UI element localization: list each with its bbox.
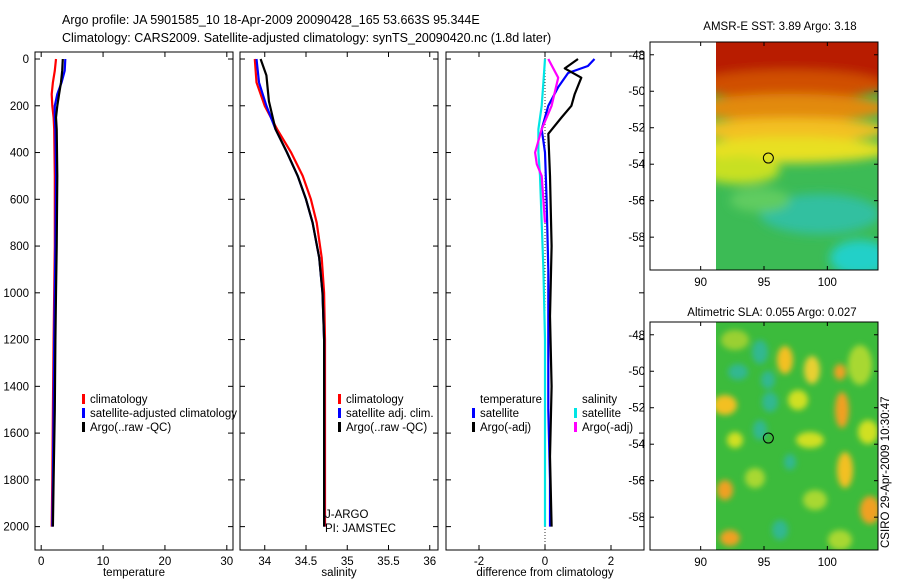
legend-title: temperature — [480, 394, 542, 406]
x-tick-label: 90 — [694, 277, 707, 289]
annotation-line: J-ARGO — [325, 509, 369, 521]
x-tick-label: 90 — [694, 557, 707, 569]
legend-label: Argo(..raw -QC) — [346, 422, 427, 434]
series-line-satellite-adj-clim- — [255, 58, 326, 527]
salinity-panel: 34 34.5 35 35.5 36 salinity climatology satelli… — [239, 51, 439, 579]
legend-label: satellite — [582, 408, 621, 420]
y-tick-label: -58 — [628, 232, 645, 244]
argo-location-marker — [762, 152, 774, 164]
sst-map-title: AMSR-E SST: 3.89 Argo: 3.18 — [703, 21, 856, 33]
sla-map-axes: 90 95 100 -48 -50 -52 -54 -56 -58 — [628, 322, 878, 569]
legend-swatch — [338, 422, 341, 432]
x-tick-label: -2 — [474, 556, 484, 568]
y-tick-label: -58 — [628, 512, 645, 524]
sst-map-axes: 90 95 100 -48 -50 -52 -54 -56 -58 — [628, 42, 878, 289]
legend-label: Argo(-adj) — [582, 422, 633, 434]
legend-title: salinity — [582, 394, 617, 406]
series-line-temperature-argo-adj- — [547, 58, 583, 527]
x-tick-label: 35 — [341, 556, 354, 568]
x-tick-label: 36 — [423, 556, 436, 568]
series-line-salinity-argo-adj- — [533, 58, 560, 223]
y-tick-label: -52 — [628, 123, 645, 135]
legend-swatch — [472, 422, 475, 432]
footer-stamp: CSIRO 29-Apr-2009 10:30:47 — [880, 396, 892, 548]
x-axis-label: temperature — [103, 567, 165, 579]
temperature-panel: 0 10 20 30 0 200 400 600 800 1000 1200 1400 1600 1800… — [3, 51, 237, 579]
y-tick-label: 200 — [10, 101, 29, 113]
argo-location-marker — [762, 432, 774, 444]
legend-swatch — [574, 408, 577, 418]
x-axis-label: difference from climatology — [476, 567, 613, 579]
y-tick-label: 800 — [10, 241, 29, 253]
x-tick-label: 95 — [758, 557, 771, 569]
x-tick-label: 0 — [542, 556, 548, 568]
annotation-line: PI: JAMSTEC — [325, 523, 396, 535]
x-tick-label: 100 — [818, 277, 837, 289]
legend-swatch — [338, 394, 341, 404]
sla-map-title: Altimetric SLA: 0.055 Argo: 0.027 — [687, 307, 856, 319]
x-tick-label: 30 — [220, 556, 233, 568]
series-line-climatology — [253, 58, 327, 527]
x-tick-label: 20 — [159, 556, 172, 568]
y-tick-label: -48 — [628, 330, 645, 342]
y-tick-label: 2000 — [3, 522, 29, 534]
series-line-argo-raw-qc- — [259, 58, 326, 527]
plot-frame — [239, 51, 439, 551]
y-tick-label: 600 — [10, 194, 29, 206]
plot-frame — [34, 51, 234, 551]
legend-swatch — [472, 408, 475, 418]
x-tick-label: 2 — [608, 556, 614, 568]
y-tick-label: -50 — [628, 86, 645, 98]
legend-label: satellite — [480, 408, 519, 420]
y-tick-label: 400 — [10, 148, 29, 160]
series-line-argo-raw-qc- — [51, 58, 64, 527]
y-tick-label: -52 — [628, 403, 645, 415]
y-tick-label: 1400 — [3, 381, 29, 393]
header-line1: Argo profile: JA 5901585_10 18-Apr-2009 … — [62, 13, 480, 27]
legend-swatch — [574, 422, 577, 432]
legend-label: climatology — [346, 394, 404, 406]
y-tick-label: -50 — [628, 366, 645, 378]
legend-label: satellite adj. clim. — [346, 408, 434, 420]
legend-swatch — [82, 394, 85, 404]
legend-swatch — [82, 422, 85, 432]
x-tick-label: 35.5 — [377, 556, 399, 568]
x-axis-label: salinity — [321, 567, 356, 579]
y-tick-label: -54 — [628, 159, 645, 171]
sla-heatmap — [716, 322, 878, 550]
y-tick-label: -48 — [628, 50, 645, 62]
x-tick-label: 95 — [758, 277, 771, 289]
y-tick-label: 1800 — [3, 475, 29, 487]
x-tick-label: 34 — [258, 556, 271, 568]
legend-label: Argo(..raw -QC) — [90, 422, 171, 434]
y-tick-label: 1600 — [3, 428, 29, 440]
y-tick-label: 0 — [23, 54, 29, 66]
y-tick-label: 1000 — [3, 288, 29, 300]
legend-swatch — [82, 408, 85, 418]
x-tick-label: 10 — [97, 556, 110, 568]
x-tick-label: 100 — [818, 557, 837, 569]
legend-label: climatology — [90, 394, 148, 406]
header-line2: Climatology: CARS2009. Satellite-adjuste… — [62, 31, 551, 45]
y-tick-label: -56 — [628, 476, 645, 488]
legend-label: satellite-adjusted climatology — [90, 408, 237, 420]
legend-label: Argo(-adj) — [480, 422, 531, 434]
x-tick-label: 34.5 — [295, 556, 317, 568]
series-line-temperature-satellite — [540, 58, 596, 527]
series-line-salinity-satellite — [537, 58, 547, 527]
legend-swatch — [338, 408, 341, 418]
y-tick-label: -56 — [628, 196, 645, 208]
y-tick-label: 1200 — [3, 335, 29, 347]
sst-heatmap — [716, 42, 878, 270]
x-tick-label: 0 — [38, 556, 44, 568]
y-tick-label: -54 — [628, 439, 645, 451]
